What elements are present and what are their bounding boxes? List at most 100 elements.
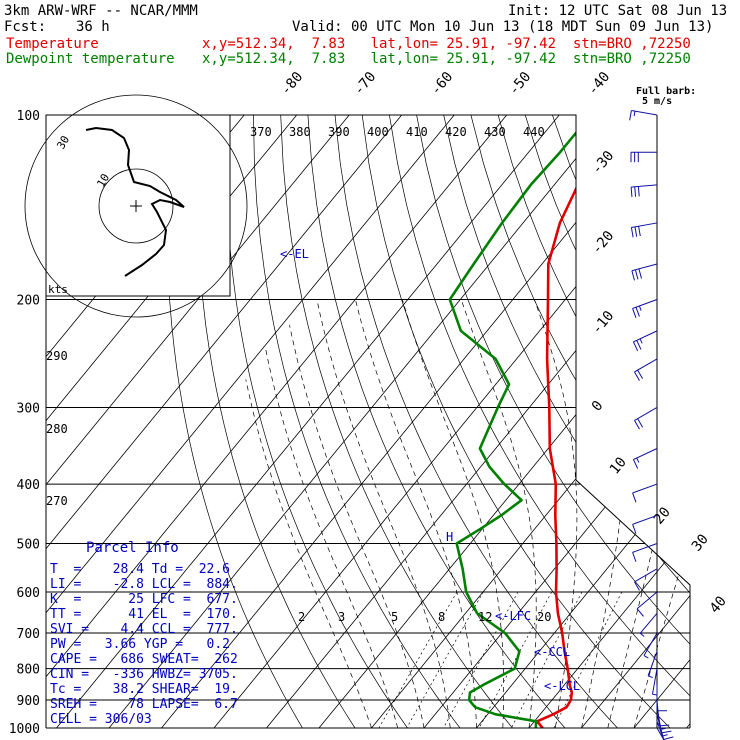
wind-barb-400 (632, 483, 658, 503)
wind-barb-300 (634, 407, 658, 430)
dry-adiabat-410 (606, 115, 690, 728)
theta-label: 440 (523, 125, 545, 139)
moist-adiabat-35 (607, 299, 690, 728)
isotherm-label: 10 (607, 454, 630, 477)
mixing-ratio-12 (511, 591, 583, 728)
annotation-h: H (446, 530, 453, 544)
mixing-ratio-8 (478, 591, 553, 728)
theta-label: 430 (484, 125, 506, 139)
theta-label: 400 (367, 125, 389, 139)
moist-adiabat-0 (289, 324, 425, 728)
mixing-ratio-2 (378, 591, 458, 728)
dry-adiabat-390 (552, 115, 690, 728)
parcel-info-row: CAPE = 686 SWEAT= 262 (50, 652, 238, 667)
isotherm-label: -50 (506, 69, 535, 99)
isotherm-label: 30 (689, 531, 712, 554)
theta-label: 390 (328, 125, 350, 139)
wind-barb-100 (629, 109, 658, 121)
parcel-info-row: Tc = 38.2 SHEAR= 19. (50, 682, 238, 697)
isotherm-label: -10 (589, 308, 618, 338)
parcel-info-row: PW = 3.66 YGP = 0.2 (50, 637, 231, 652)
isotherm-label: -60 (428, 69, 457, 99)
annotation-lcl: <-LCL (544, 679, 580, 693)
dry-adiabat-450 (716, 115, 740, 728)
dry-adiabat-330 (389, 115, 690, 728)
pressure-label-300: 300 (17, 401, 40, 416)
hodograph-units: kts (48, 283, 68, 296)
parcel-info-row: TT = 41 EL = 170. (50, 607, 238, 622)
isotherm-10 (476, 115, 690, 728)
isotherm--60 (108, 115, 613, 728)
wind-barb-650 (639, 612, 658, 637)
isotherm-label: -80 (278, 69, 307, 99)
mixing-ratio-3 (406, 591, 484, 728)
isotherm--40 (213, 115, 690, 728)
theta-label: 410 (406, 125, 428, 139)
mixing-ratio-label: 3 (338, 610, 345, 624)
dry-adiabat-430 (660, 115, 690, 728)
isotherm--20 (318, 115, 690, 728)
isotherm--90 (46, 115, 455, 728)
pressure-label-800: 800 (17, 663, 40, 678)
wind-barb-130 (630, 184, 658, 198)
dry-adiabat-370 (497, 115, 690, 728)
wind-barb-250 (634, 358, 658, 381)
isotherm--50 (161, 115, 665, 728)
dry-adiabat-290 (280, 115, 513, 728)
isotherm--10 (371, 115, 690, 728)
moist-adiabat--10 (245, 379, 372, 728)
forecast-hour: 36 h (76, 19, 110, 35)
isotherm-label: -70 (351, 69, 380, 99)
mixing-ratio-label: 8 (438, 610, 445, 624)
valid-time: Valid: 00 UTC Mon 10 Jun 13 (18 MDT Sun … (292, 19, 714, 35)
wind-barb-500 (632, 542, 658, 562)
wind-barb-450 (632, 514, 658, 534)
model-title: 3km ARW-WRF -- NCAR/MMM (4, 3, 198, 19)
wind-barb-200 (632, 299, 658, 318)
wind-barb-350 (632, 448, 658, 469)
wind-barb-550 (634, 568, 658, 591)
parcel-info-title: Parcel Info (86, 540, 179, 556)
moist-adiabat-5 (316, 299, 451, 728)
dry-adiabat-label: 280 (46, 422, 68, 436)
parcel-info-row: CIN = -336 HWBZ= 3705. (50, 667, 238, 682)
dry-adiabat-440 (687, 115, 690, 728)
wind-barb-225 (632, 330, 658, 352)
wind-barb-115 (630, 151, 657, 163)
pressure-label-1000: 1000 (9, 722, 40, 737)
dry-adiabat-400 (579, 115, 690, 728)
dry-adiabat-350 (443, 115, 690, 728)
pressure-label-600: 600 (17, 586, 40, 601)
pressure-label-700: 700 (17, 627, 40, 642)
dry-adiabat-340 (416, 115, 690, 728)
isotherm-30 (581, 115, 690, 728)
isotherm-40 (633, 115, 690, 728)
pressure-label-400: 400 (17, 478, 40, 493)
theta-label: 370 (250, 125, 272, 139)
wind-barb-800 (651, 668, 658, 696)
wind-barb-150 (630, 222, 658, 238)
pressure-label-100: 100 (17, 109, 40, 124)
parcel-info-row: SREH = 78 LAPSE= 6.7 (50, 697, 238, 712)
wind-barb-900 (656, 699, 670, 727)
isotherm--100 (46, 115, 403, 728)
parcel-info-row: LI = -2.8 LCL = 884. (50, 577, 238, 592)
wind-barb-175 (631, 263, 658, 281)
isotherm-50 (686, 115, 690, 728)
wind-barb-750 (647, 651, 658, 679)
hodograph-trace (85, 126, 185, 277)
dry-adiabat-270 (225, 115, 408, 728)
dry-adiabat-280 (253, 115, 461, 728)
pressure-label-200: 200 (17, 294, 40, 309)
dry-adiabat-380 (524, 115, 690, 728)
dry-adiabat-label: 270 (46, 494, 68, 508)
isotherm--70 (56, 115, 560, 728)
moist-adiabat--5 (265, 348, 399, 728)
barb-legend-speed: 5 m/s (642, 96, 672, 107)
isotherm--110 (46, 115, 350, 728)
parcel-info-row: SVI = 4.4 CCL = 777. (50, 622, 238, 637)
parcel-info-row: T = 28.4 Td = 22.6 (50, 562, 231, 577)
isotherm-label: -20 (589, 228, 618, 258)
forecast-label: Fcst: (4, 19, 47, 35)
